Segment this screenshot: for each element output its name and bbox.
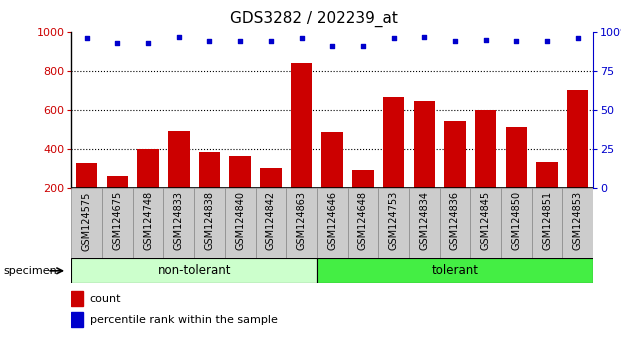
Text: percentile rank within the sample: percentile rank within the sample <box>89 315 278 325</box>
Bar <box>505 127 527 227</box>
Point <box>266 38 276 44</box>
Bar <box>563 188 593 258</box>
Bar <box>383 97 404 227</box>
Point <box>573 35 582 41</box>
Text: GSM124575: GSM124575 <box>82 191 92 251</box>
Bar <box>348 188 378 258</box>
Bar <box>71 291 83 306</box>
Text: GSM124851: GSM124851 <box>542 191 552 250</box>
Point <box>358 43 368 49</box>
Text: GSM124834: GSM124834 <box>419 191 429 250</box>
Bar <box>537 162 558 227</box>
Point <box>481 37 491 42</box>
Bar <box>444 121 466 227</box>
Text: GSM124840: GSM124840 <box>235 191 245 250</box>
Text: GSM124850: GSM124850 <box>511 191 522 250</box>
Text: count: count <box>89 293 121 304</box>
Bar <box>475 110 496 227</box>
Bar <box>71 258 317 283</box>
Text: GSM124753: GSM124753 <box>389 191 399 250</box>
Bar <box>322 132 343 227</box>
Bar <box>137 149 159 227</box>
Text: GSM124748: GSM124748 <box>143 191 153 250</box>
Bar <box>225 188 255 258</box>
Bar <box>199 152 220 227</box>
Bar <box>229 156 251 227</box>
Point <box>143 40 153 46</box>
Point <box>112 40 122 46</box>
Text: GSM124675: GSM124675 <box>112 191 122 250</box>
Point <box>235 38 245 44</box>
Text: GSM124845: GSM124845 <box>481 191 491 250</box>
Text: GSM124842: GSM124842 <box>266 191 276 250</box>
Point <box>389 35 399 41</box>
Bar <box>255 188 286 258</box>
Bar <box>286 188 317 258</box>
Bar <box>501 188 532 258</box>
Bar <box>260 168 281 227</box>
Point <box>511 38 521 44</box>
Bar <box>102 188 133 258</box>
Bar <box>133 188 163 258</box>
Point <box>82 35 92 41</box>
Text: GDS3282 / 202239_at: GDS3282 / 202239_at <box>230 11 397 27</box>
Bar <box>567 90 589 227</box>
Text: GSM124646: GSM124646 <box>327 191 337 250</box>
Text: GSM124853: GSM124853 <box>573 191 582 250</box>
Bar <box>470 188 501 258</box>
Point <box>174 34 184 39</box>
Bar <box>163 188 194 258</box>
Text: GSM124648: GSM124648 <box>358 191 368 250</box>
Point <box>542 38 552 44</box>
Bar <box>107 176 128 227</box>
Bar <box>168 131 189 227</box>
Bar <box>532 188 563 258</box>
Bar <box>440 188 470 258</box>
Bar <box>194 188 225 258</box>
Text: GSM124838: GSM124838 <box>204 191 214 250</box>
Bar <box>76 163 97 227</box>
Bar <box>71 312 83 327</box>
Bar <box>71 188 102 258</box>
Point <box>450 38 460 44</box>
Bar <box>317 188 348 258</box>
Point <box>327 43 337 49</box>
Point <box>204 38 214 44</box>
Point <box>297 35 307 41</box>
Text: GSM124836: GSM124836 <box>450 191 460 250</box>
Point <box>419 34 429 39</box>
Bar <box>414 101 435 227</box>
Bar <box>378 188 409 258</box>
Text: tolerant: tolerant <box>432 264 478 277</box>
Text: GSM124833: GSM124833 <box>174 191 184 250</box>
Bar <box>352 170 374 227</box>
Bar <box>317 258 593 283</box>
Bar <box>409 188 440 258</box>
Text: non-tolerant: non-tolerant <box>157 264 231 277</box>
Text: GSM124863: GSM124863 <box>297 191 307 250</box>
Text: specimen: specimen <box>3 266 57 276</box>
Bar <box>291 63 312 227</box>
